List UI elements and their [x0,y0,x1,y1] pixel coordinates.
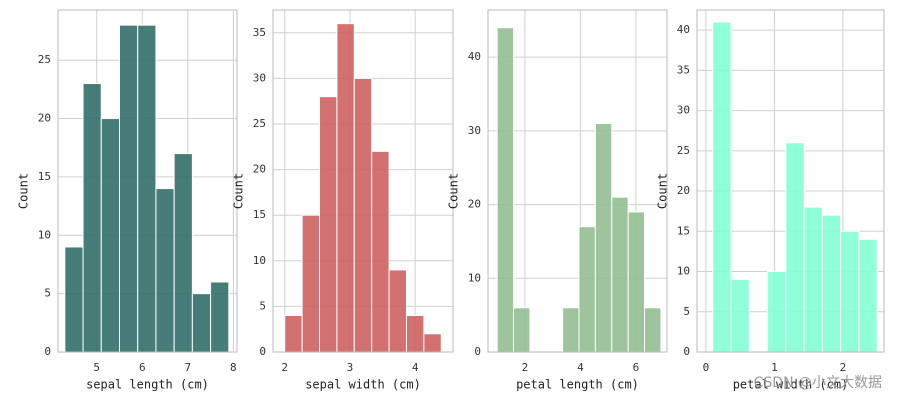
bar [173,153,193,353]
bar [578,226,596,353]
bar [513,307,531,353]
bar [191,293,212,353]
bar [155,188,175,353]
y-axis-label: Count [232,173,246,209]
y-tick-label: 25 [677,144,690,157]
y-tick-label: 10 [468,271,481,284]
y-tick-label: 0 [683,345,690,358]
y-axis-label: Count [447,173,461,209]
bar [405,315,425,353]
y-tick-label: 0 [474,345,481,358]
y-tick-label: 20 [677,184,690,197]
x-tick-label: 1 [771,361,778,374]
bar [712,21,732,353]
bar [336,23,355,353]
axes-frame [272,9,454,353]
bar [594,123,613,353]
y-tick-label: 35 [253,26,266,39]
x-tick-label: 8 [230,361,237,374]
y-tick-label: 15 [253,208,266,221]
x-tick-label: 3 [347,361,354,374]
y-tick-label: 20 [38,112,51,125]
bar [100,118,120,353]
axes-frame [487,9,668,353]
y-tick-label: 10 [677,265,690,278]
x-tick-label: 2 [522,361,529,374]
watermark: CSDN @小文大数据 [754,375,882,391]
axes-frame [696,9,885,353]
y-tick-label: 0 [44,345,51,358]
x-tick-label: 0 [703,361,710,374]
x-tick-label: 4 [577,361,584,374]
x-axis-label: petal width (cm) [733,378,849,392]
axes-frame [57,9,238,353]
y-tick-label: 10 [253,254,266,267]
bar [210,281,230,353]
y-tick-label: 30 [468,124,481,137]
bar [730,279,750,353]
y-tick-label: 0 [259,345,266,358]
x-tick-label: 4 [412,361,419,374]
x-tick-label: 6 [633,361,640,374]
x-tick-label: 2 [281,361,288,374]
bar [353,77,373,353]
x-tick-label: 5 [93,361,100,374]
y-tick-label: 30 [253,71,266,84]
bar [627,211,646,353]
y-tick-label: 5 [44,287,51,300]
y-tick-label: 25 [38,53,51,66]
y-tick-label: 40 [677,23,690,36]
bar [388,269,407,353]
bar [284,315,303,353]
y-tick-label: 25 [253,117,266,130]
bar [858,238,878,353]
bar [423,333,442,353]
bar [767,271,787,353]
x-axis-label: petal length (cm) [516,378,639,392]
x-axis-label: sepal width (cm) [305,378,421,392]
subplot: 0 5 10 15 20 25 5 6 7 8 sepal length (cm) Count [17,9,238,392]
y-tick-label: 35 [677,63,690,76]
bar [319,96,338,353]
y-tick-label: 15 [38,170,51,183]
x-tick-label: 7 [184,361,191,374]
bar [611,196,629,353]
bar [137,24,157,353]
bar [301,214,321,353]
subplot: 0 10 20 30 40 2 4 6 petal length (cm) Count [447,9,668,392]
bar [496,27,515,353]
bar [644,307,662,353]
bar [803,206,823,353]
y-axis-label: Count [17,173,31,209]
y-axis-label: Count [656,173,670,209]
y-tick-label: 5 [683,305,690,318]
bar [64,246,84,353]
y-tick-label: 20 [468,198,481,211]
y-tick-label: 30 [677,104,690,117]
bar [840,230,860,353]
bar [821,214,842,353]
bar [82,83,102,353]
subplot: 0 5 10 15 20 25 30 35 2 3 4 sepal width (cm) Count [232,9,454,392]
bar [371,150,390,353]
y-tick-label: 10 [38,228,51,241]
x-axis-label: sepal length (cm) [86,378,209,392]
y-tick-label: 15 [677,224,690,237]
y-tick-label: 20 [253,163,266,176]
x-tick-label: 2 [840,361,847,374]
y-tick-label: 5 [259,299,266,312]
y-tick-label: 40 [468,50,481,63]
bar [118,24,139,353]
x-tick-label: 6 [139,361,146,374]
bar [785,142,805,353]
bar [562,307,580,353]
subplot: 0 5 10 15 20 25 30 35 40 0 1 2 petal width (cm) Count [656,9,885,392]
